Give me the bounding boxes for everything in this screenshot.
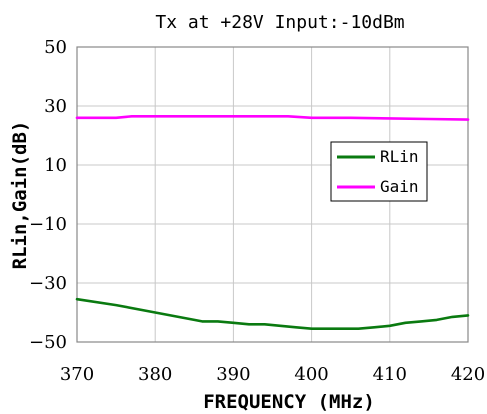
- legend-label-rlin: RLin: [380, 147, 419, 166]
- y-tick-label: 50: [44, 37, 67, 58]
- x-axis-label: FREQUENCY (MHz): [203, 391, 375, 413]
- x-tick-label: 370: [60, 364, 94, 385]
- y-axis-label: RLin,Gain(dB): [9, 121, 31, 270]
- legend: RLin Gain: [330, 141, 428, 202]
- series-line-rlin: [75, 297, 470, 331]
- series-layer: [75, 115, 470, 331]
- y-tick-label: 10: [44, 155, 67, 176]
- grid-lines: [77, 47, 468, 342]
- y-tick-label: −10: [29, 214, 67, 235]
- legend-label-gain: Gain: [380, 177, 419, 196]
- x-tick-label: 390: [216, 364, 250, 385]
- x-tick-label: 420: [451, 364, 485, 385]
- y-tick-label: 30: [44, 96, 67, 117]
- x-tick-label: 410: [373, 364, 407, 385]
- plot-frame: [76, 46, 469, 343]
- y-tick-label: −30: [29, 273, 67, 294]
- x-tick-labels: 370 380 390 400 410 420: [60, 364, 485, 385]
- y-tick-labels: 50 30 10 −10 −30 −50: [29, 37, 67, 353]
- x-tick-label: 380: [138, 364, 172, 385]
- chart-title: Tx at +28V Input:-10dBm: [155, 12, 404, 33]
- series-line-gain: [75, 115, 470, 121]
- y-tick-label: −50: [29, 332, 67, 353]
- legend-box: [330, 141, 428, 202]
- x-tick-label: 400: [294, 364, 328, 385]
